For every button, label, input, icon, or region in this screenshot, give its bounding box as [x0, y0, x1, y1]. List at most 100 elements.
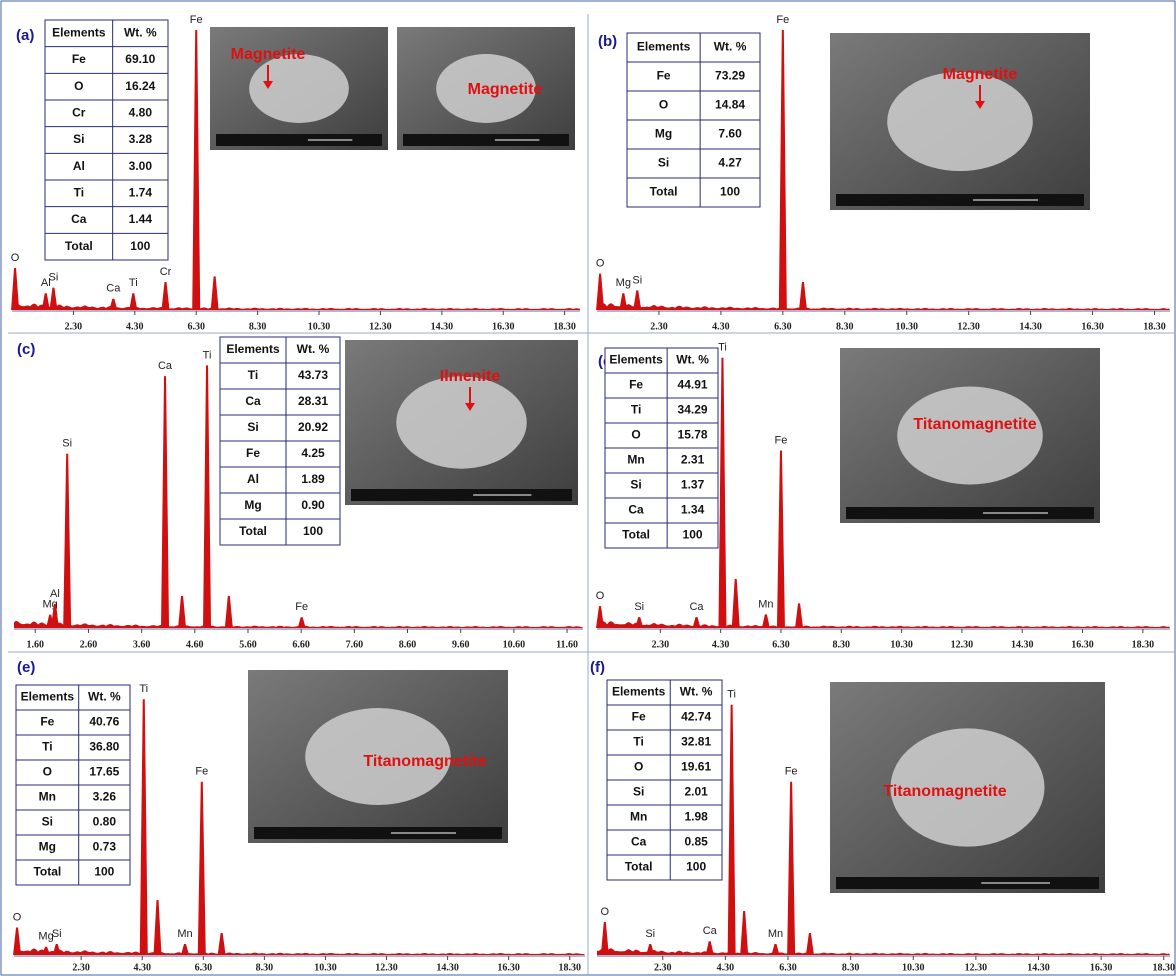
- peak: [11, 268, 20, 310]
- table-cell: Ca: [631, 835, 647, 849]
- scale-strip: [351, 489, 572, 501]
- spectrum-background: [14, 947, 585, 955]
- table-cell: 1.44: [129, 212, 153, 226]
- table-cell: 20.92: [298, 420, 328, 434]
- x-tick-label: 1.60: [27, 639, 45, 650]
- table-cell: Ti: [633, 735, 643, 749]
- table-cell: 73.29: [715, 69, 745, 83]
- table-cell: 0.80: [93, 815, 117, 829]
- x-tick-label: 5.60: [239, 639, 257, 650]
- x-tick-label: 16.30: [1071, 639, 1094, 650]
- x-tick-label: 4.60: [186, 639, 204, 650]
- peak-label: Ca: [689, 601, 704, 613]
- peak-label: Fe: [195, 766, 208, 778]
- scale-strip: [216, 134, 382, 146]
- x-tick-label: 12.30: [957, 321, 980, 332]
- panel-label: (a): [16, 27, 34, 44]
- peak-label: Mn: [177, 928, 192, 940]
- x-tick-label: 14.30: [1011, 639, 1034, 650]
- x-tick-label: 18.30: [553, 321, 576, 332]
- table-cell: 4.80: [129, 106, 153, 120]
- table-cell: 4.27: [718, 156, 742, 170]
- table-cell: 0.73: [93, 840, 117, 854]
- peak: [596, 273, 605, 310]
- peak: [619, 293, 628, 310]
- x-tick-label: 8.30: [836, 321, 854, 332]
- x-tick-label: 4.30: [712, 321, 730, 332]
- sem-grain: [897, 386, 1043, 485]
- peak: [600, 922, 609, 955]
- peak: [49, 287, 58, 310]
- peak: [297, 617, 306, 628]
- table-cell: Fe: [632, 710, 646, 724]
- x-tick-label: 16.30: [492, 321, 515, 332]
- x-tick-label: 2.30: [65, 321, 83, 332]
- peak: [778, 30, 787, 310]
- table-cell: Ti: [74, 186, 84, 200]
- x-tick-label: 10.30: [314, 962, 337, 973]
- x-tick-label: 6.30: [195, 962, 213, 973]
- table-cell: O: [43, 765, 52, 779]
- table-cell: 100: [303, 524, 323, 538]
- peak-label: O: [596, 590, 605, 602]
- spectrum-background: [14, 620, 583, 628]
- x-tick-label: 4.30: [712, 639, 730, 650]
- table-cell: O: [74, 79, 83, 93]
- table-cell: Ca: [245, 394, 261, 408]
- table-header: Elements: [612, 685, 666, 699]
- table-cell: 3.28: [129, 132, 153, 146]
- table-cell: 1.37: [681, 478, 705, 492]
- table-cell: Mn: [39, 790, 56, 804]
- peak: [161, 376, 170, 628]
- table-cell: 1.34: [681, 503, 705, 517]
- peak: [210, 276, 219, 310]
- table-cell: 14.84: [715, 98, 745, 112]
- x-tick-label: 6.30: [187, 321, 205, 332]
- table-cell: Total: [65, 239, 93, 253]
- table-cell: 100: [130, 239, 150, 253]
- sem-grain: [396, 376, 527, 469]
- peak-label: Ca: [106, 283, 121, 295]
- table-cell: Al: [73, 159, 85, 173]
- peak: [109, 298, 118, 310]
- sem-grain: [305, 708, 451, 805]
- table-cell: 19.61: [681, 760, 711, 774]
- table-cell: Mg: [655, 127, 672, 141]
- table-cell: 7.60: [718, 127, 742, 141]
- table-cell: 100: [686, 860, 706, 874]
- peak-label: Si: [632, 274, 642, 286]
- image-annotation: Ilmenite: [440, 368, 501, 385]
- table-cell: 69.10: [125, 52, 155, 66]
- image-annotation: Titanomagnetite: [363, 753, 486, 770]
- image-annotation: Magnetite: [231, 46, 306, 63]
- x-tick-label: 3.60: [133, 639, 151, 650]
- table-cell: Mg: [39, 840, 56, 854]
- table-cell: O: [631, 428, 640, 442]
- table-cell: 16.24: [125, 79, 155, 93]
- image-annotation: Titanomagnetite: [883, 783, 1006, 800]
- sem-grain: [887, 71, 1033, 172]
- x-tick-label: 10.30: [902, 962, 925, 973]
- table-cell: Fe: [246, 446, 260, 460]
- x-tick-label: 10.60: [503, 639, 526, 650]
- peak-label: O: [13, 911, 22, 923]
- table-header: Elements: [21, 690, 75, 704]
- scale-strip: [836, 194, 1084, 206]
- image-annotation: Titanomagnetite: [913, 416, 1036, 433]
- arrow-head: [465, 403, 475, 411]
- x-tick-label: 10.30: [308, 321, 331, 332]
- x-tick-label: 2.30: [650, 321, 668, 332]
- x-tick-label: 2.60: [80, 639, 98, 650]
- table-cell: Si: [658, 156, 669, 170]
- x-tick-label: 8.30: [842, 962, 860, 973]
- x-tick-label: 14.30: [436, 962, 459, 973]
- x-tick-label: 10.30: [895, 321, 918, 332]
- table-header: Wt. %: [680, 685, 713, 699]
- x-tick-label: 6.30: [774, 321, 792, 332]
- table-header: Wt. %: [297, 342, 330, 356]
- panel-label: (b): [598, 33, 617, 50]
- table-cell: Total: [622, 528, 650, 542]
- peak: [224, 595, 233, 628]
- table-cell: 32.81: [681, 735, 711, 749]
- table-cell: 3.26: [93, 790, 117, 804]
